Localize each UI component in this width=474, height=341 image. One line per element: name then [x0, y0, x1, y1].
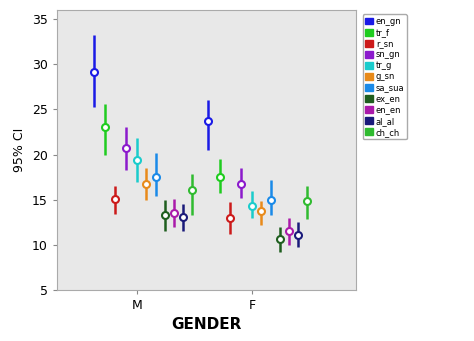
X-axis label: GENDER: GENDER	[171, 317, 241, 332]
Y-axis label: 95% CI: 95% CI	[13, 128, 27, 172]
Legend: en_gn, tr_f, r_sn, sn_gn, tr_g, g_sn, sa_sua, ex_en, en_en, al_al, ch_ch: en_gn, tr_f, r_sn, sn_gn, tr_g, g_sn, sa…	[363, 14, 407, 139]
